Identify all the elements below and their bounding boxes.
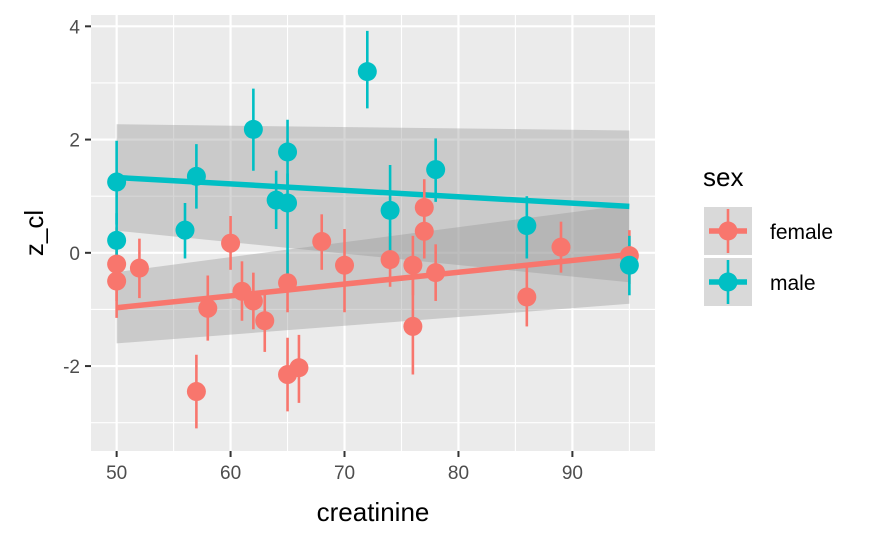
- legend-point: [718, 272, 738, 292]
- point-male: [107, 172, 127, 192]
- data-points: [107, 62, 639, 402]
- point-male: [243, 119, 263, 139]
- point-male: [380, 200, 400, 220]
- point-male: [175, 220, 195, 240]
- point-male: [278, 193, 298, 213]
- y-tick-label: 2: [69, 131, 80, 152]
- fit-line-female: [116, 251, 630, 311]
- legend-label-male: male: [770, 272, 816, 295]
- point-female: [517, 287, 537, 307]
- y-tick-label: 0: [69, 244, 80, 265]
- point-female: [243, 291, 263, 311]
- point-female: [186, 382, 206, 402]
- point-female: [426, 263, 446, 283]
- point-male: [619, 255, 639, 275]
- x-tick-label: 70: [334, 463, 355, 484]
- legend-point: [718, 221, 738, 241]
- point-female: [414, 221, 434, 241]
- legend-label-female: female: [770, 221, 833, 244]
- confidence-band-female: [116, 204, 630, 344]
- point-female: [278, 273, 298, 293]
- point-male: [357, 62, 377, 82]
- legend-title: sex: [703, 162, 743, 192]
- point-female: [255, 311, 275, 331]
- y-axis-title: z_cl: [19, 210, 49, 256]
- point-female: [107, 254, 127, 274]
- y-tick-label: 4: [69, 17, 80, 38]
- legend-key-male: [709, 260, 747, 304]
- x-tick-label: 60: [220, 463, 241, 484]
- x-axis: 50 60 70 80 90: [106, 451, 583, 484]
- point-male: [186, 166, 206, 186]
- point-female: [129, 258, 149, 278]
- point-female: [414, 198, 434, 218]
- point-female: [335, 255, 355, 275]
- point-female: [403, 255, 423, 275]
- x-tick-label: 80: [448, 463, 469, 484]
- point-female: [198, 298, 218, 318]
- legend: sex female male: [703, 162, 833, 306]
- point-male: [426, 160, 446, 180]
- point-female: [312, 231, 332, 251]
- point-female: [221, 233, 241, 253]
- point-female: [380, 250, 400, 270]
- point-female: [289, 358, 309, 378]
- point-female: [403, 316, 423, 336]
- x-tick-label: 90: [562, 463, 583, 484]
- confidence-bands: [116, 124, 630, 344]
- point-male: [107, 230, 127, 250]
- point-female: [551, 237, 571, 257]
- confidence-band-male: [116, 124, 630, 283]
- x-tick-label: 50: [106, 463, 127, 484]
- point-male: [278, 142, 298, 162]
- x-axis-title: creatinine: [317, 497, 430, 527]
- y-tick-label: -2: [63, 357, 80, 378]
- point-female: [107, 271, 127, 291]
- point-male: [517, 216, 537, 236]
- legend-key-female: [709, 209, 747, 253]
- y-axis: -2 0 2 4: [63, 17, 91, 378]
